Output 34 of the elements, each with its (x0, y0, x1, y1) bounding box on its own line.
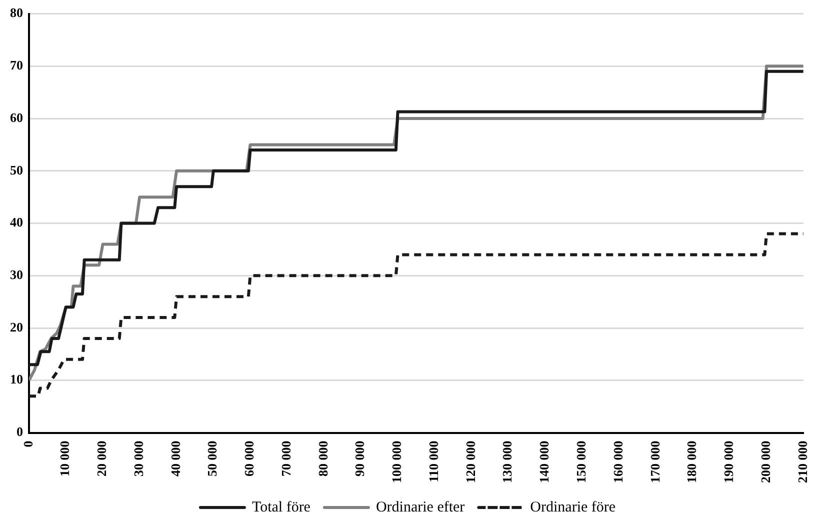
x-tick-label: 130 000 (500, 440, 515, 483)
x-tick-label: 10 000 (57, 440, 72, 476)
x-tick-label: 20 000 (94, 440, 110, 476)
x-tick-label: 30 000 (130, 440, 146, 476)
x-tick-label: 0 (20, 440, 36, 448)
x-tick-label: 180 000 (684, 440, 700, 483)
x-tick-label: 160 000 (610, 440, 626, 483)
x-tick-label: 120 000 (462, 440, 478, 483)
x-tick-label: 60 000 (242, 440, 257, 476)
x-tick-label: 170 000 (647, 440, 662, 483)
x-tick-label: 100 000 (389, 440, 404, 483)
y-tick-label: 40 (10, 214, 23, 230)
y-tick-label: 60 (10, 110, 23, 125)
x-tick-label: 110 000 (426, 440, 441, 482)
y-tick-label: 30 (10, 267, 23, 282)
y-tick-label: 0 (16, 424, 23, 440)
x-tick-label: 70 000 (278, 440, 294, 476)
legend-label: Total före (252, 499, 311, 516)
y-tick-label: 10 (10, 372, 23, 387)
y-tick-label: 50 (10, 162, 23, 178)
legend-label: Ordinarie efter (376, 499, 465, 516)
y-tick-label: 70 (10, 58, 23, 73)
x-tick-label: 50 000 (204, 440, 220, 476)
x-tick-label: 210 000 (794, 440, 810, 483)
x-tick-label: 140 000 (536, 440, 552, 483)
x-tick-label: 40 000 (168, 440, 183, 476)
legend-label: Ordinarie före (530, 499, 616, 516)
x-tick-label: 150 000 (574, 440, 588, 483)
x-tick-label: 80 000 (315, 440, 330, 476)
x-tick-label: 90 000 (352, 440, 368, 476)
x-tick-label: 190 000 (721, 440, 736, 483)
x-tick-label: 200 000 (758, 440, 773, 483)
y-tick-label: 20 (10, 319, 23, 334)
y-tick-label: 80 (10, 5, 23, 20)
